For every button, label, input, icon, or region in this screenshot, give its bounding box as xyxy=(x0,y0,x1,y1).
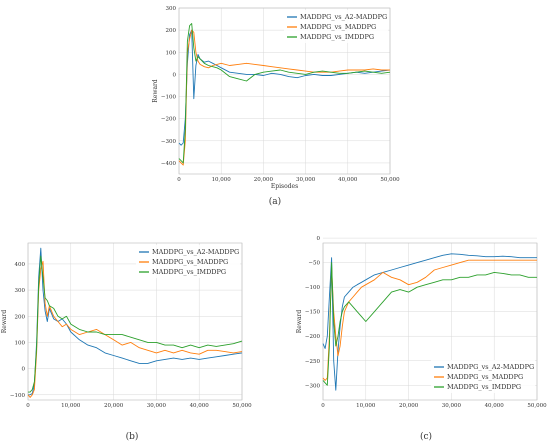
x-tick-label: 30,000 xyxy=(147,403,167,409)
x-tick-label: 10,000 xyxy=(356,403,376,409)
y-tick-label: −300 xyxy=(305,383,321,389)
y-tick-label: 100 xyxy=(15,340,26,346)
y-axis-label: Reward xyxy=(152,79,159,103)
x-tick-label: 30,000 xyxy=(296,177,316,183)
x-tick-label: 0 xyxy=(177,177,181,183)
legend-label: MADDPG_vs_A2-MADDPG xyxy=(300,13,387,21)
legend-label: MADDPG_vs_MADDPG xyxy=(300,23,376,31)
x-tick-label: 20,000 xyxy=(254,177,274,183)
x-tick-label: 50,000 xyxy=(232,403,252,409)
caption-b: (b) xyxy=(126,431,139,442)
series-line-MADDPG_vs_A2-MADDPG xyxy=(322,253,537,391)
y-tick-label: −200 xyxy=(305,334,321,340)
chart-panel-a: −400 −300 −200 −100 0 100 200 300 0 10,000 20,000 3… xyxy=(152,6,400,190)
y-tick-label: 100 xyxy=(166,50,177,56)
y-tick-label: −50 xyxy=(308,261,320,267)
x-tick-label: 40,000 xyxy=(190,403,210,409)
series-line-MADDPG_vs_A2-MADDPG xyxy=(178,29,391,146)
chart-panel-c: −300 −250 −200 −150 −100 −50 0 0 10,000 20,000 30,… xyxy=(296,236,547,409)
caption-c: (c) xyxy=(420,431,432,442)
series-line-MADDPG_vs_MADDPG xyxy=(178,29,390,166)
y-axis-label: Reward xyxy=(296,310,303,334)
x-tick-label: 20,000 xyxy=(104,403,124,409)
x-tick-label: 50,000 xyxy=(380,177,400,183)
plot-frame xyxy=(27,242,243,401)
series-line-MADDPG_vs_A2-MADDPG xyxy=(28,247,243,396)
legend-label: MADDPG_vs_A2-MADDPG xyxy=(152,248,239,256)
y-tick-label: −100 xyxy=(10,393,26,399)
y-tick-label: 200 xyxy=(166,28,177,34)
caption-a: (a) xyxy=(269,196,281,207)
y-tick-label: −300 xyxy=(161,139,177,145)
y-tick-label: −200 xyxy=(161,117,177,123)
legend-label: MADDPG_vs_IMDDPG xyxy=(447,383,521,391)
x-tick-label: 30,000 xyxy=(442,403,462,409)
plot-frame xyxy=(322,242,538,401)
x-axis-label: Episodes xyxy=(271,183,298,190)
x-tick-label: 40,000 xyxy=(485,403,505,409)
y-tick-label: −100 xyxy=(161,95,177,101)
y-tick-label: 0 xyxy=(173,72,177,78)
x-tick-label: 10,000 xyxy=(212,177,232,183)
legend-box xyxy=(136,245,240,278)
legend-label: MADDPG_vs_MADDPG xyxy=(447,373,523,381)
y-tick-label: −100 xyxy=(305,285,321,291)
series-line-MADDPG_vs_MADDPG xyxy=(27,260,243,398)
legend-box xyxy=(431,360,535,393)
x-tick-label: 50,000 xyxy=(527,403,547,409)
series-line-MADDPG_vs_MADDPG xyxy=(322,259,537,381)
x-tick-label: 10,000 xyxy=(61,403,81,409)
x-tick-label: 40,000 xyxy=(338,177,358,183)
legend-label: MADDPG_vs_IMDDPG xyxy=(300,33,374,41)
x-tick-label: 0 xyxy=(26,403,30,409)
x-tick-label: 20,000 xyxy=(399,403,419,409)
y-tick-label: 300 xyxy=(15,288,26,294)
y-tick-label: −400 xyxy=(161,161,177,167)
series-line-MADDPG_vs_IMDDPG xyxy=(28,255,243,393)
legend-label: MADDPG_vs_A2-MADDPG xyxy=(447,363,534,371)
y-tick-label: 0 xyxy=(22,367,26,373)
y-tick-label: 400 xyxy=(15,262,26,268)
y-tick-label: −150 xyxy=(305,310,321,316)
y-axis-label: Reward xyxy=(1,310,8,334)
y-tick-label: −250 xyxy=(305,359,321,365)
plot-frame xyxy=(178,7,391,175)
y-tick-label: 0 xyxy=(317,236,321,242)
series-line-MADDPG_vs_IMDDPG xyxy=(322,262,537,386)
series-line-MADDPG_vs_IMDDPG xyxy=(178,23,391,164)
legend-label: MADDPG_vs_IMDDPG xyxy=(152,268,226,276)
y-tick-label: 300 xyxy=(166,6,177,12)
x-tick-label: 0 xyxy=(321,403,325,409)
legend-box xyxy=(284,10,388,43)
y-tick-label: 200 xyxy=(15,314,26,320)
legend-label: MADDPG_vs_MADDPG xyxy=(152,258,228,266)
